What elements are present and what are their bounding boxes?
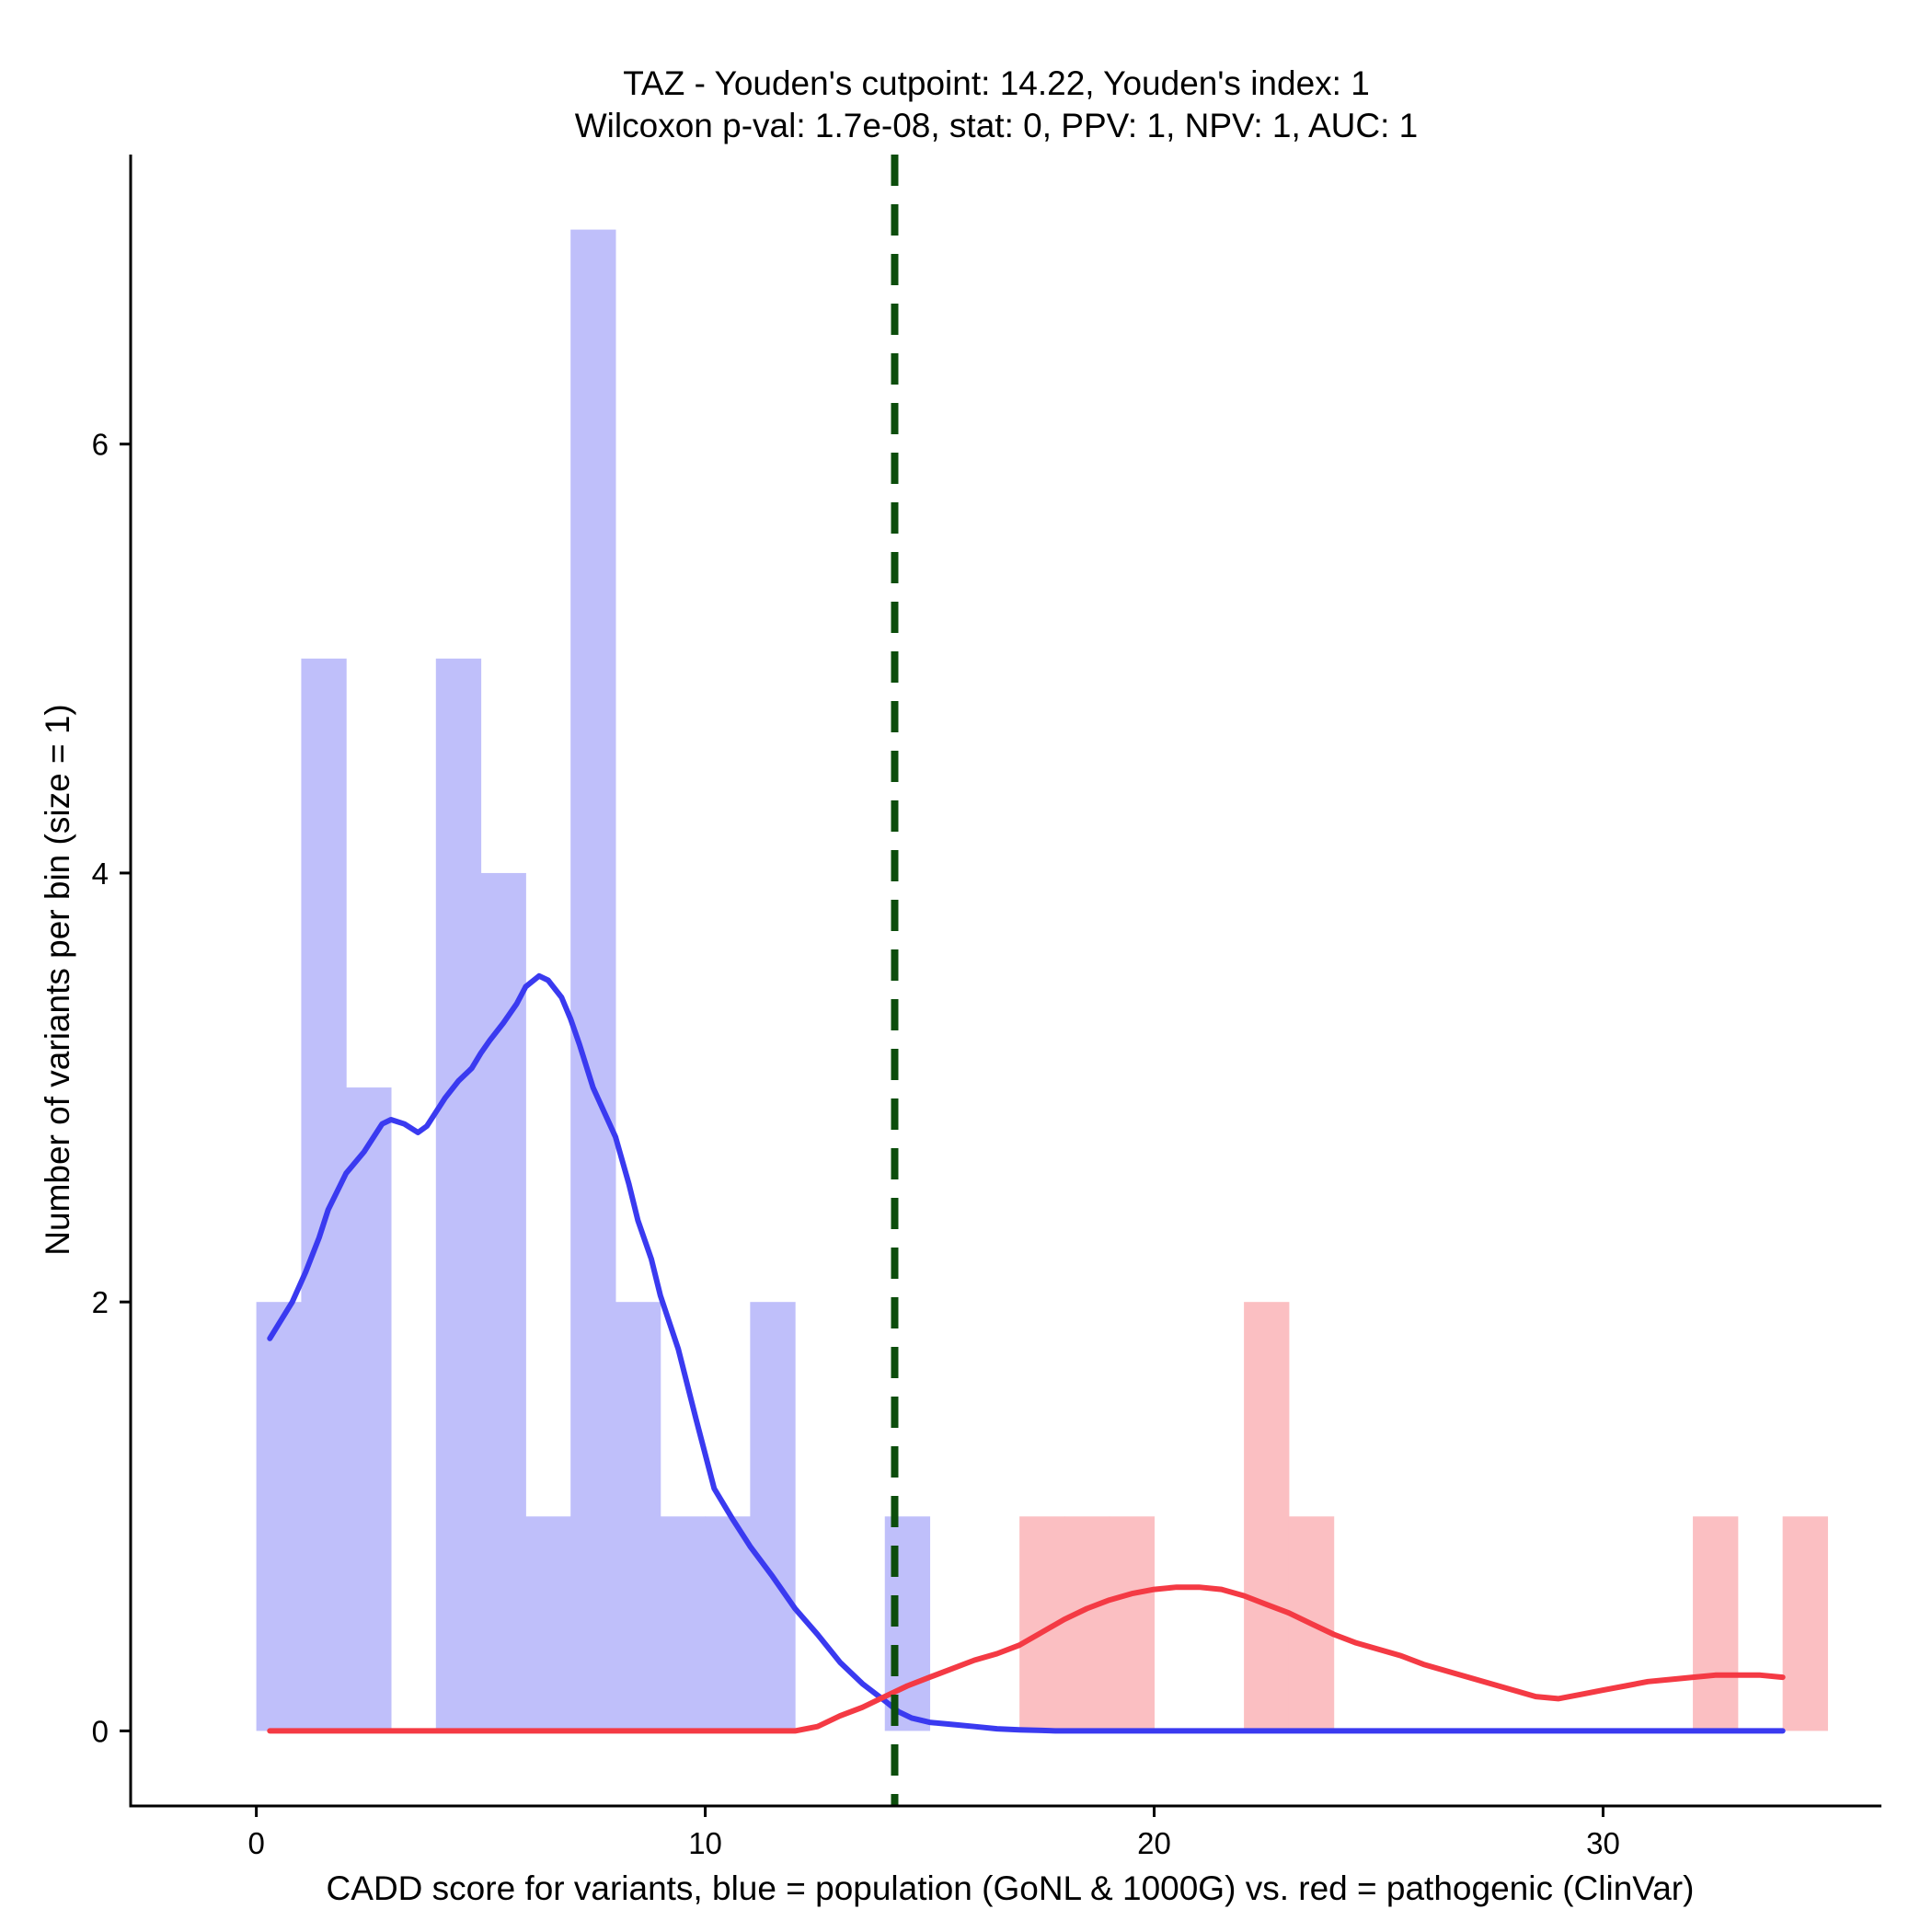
population-density-line <box>267 972 1786 1734</box>
population-bar <box>570 229 616 1731</box>
y-tick-label: 0 <box>92 1714 109 1748</box>
population-bar <box>346 1087 392 1731</box>
population-bar <box>256 1302 302 1731</box>
chart-title: TAZ - Youden's cutpoint: 14.22, Youden's… <box>623 64 1370 102</box>
population-bar <box>660 1516 707 1731</box>
chart-title-group: TAZ - Youden's cutpoint: 14.22, Youden's… <box>575 64 1419 144</box>
y-tick-label: 6 <box>92 428 109 462</box>
y-axis-label: Number of variants per bin (size = 1) <box>39 704 76 1255</box>
population-histogram <box>256 229 931 1731</box>
population-bar <box>301 658 347 1731</box>
chart-subtitle: Wilcoxon p-val: 1.7e-08, stat: 0, PPV: 1… <box>575 107 1419 144</box>
population-bar <box>435 658 482 1731</box>
pathogenic-bar <box>1064 1516 1110 1731</box>
pathogenic-bar <box>1693 1516 1739 1731</box>
population-bar <box>615 1302 661 1731</box>
y-tick-label: 2 <box>92 1285 109 1319</box>
x-tick-label: 10 <box>688 1826 722 1860</box>
x-axis-ticks: 0 10 20 30 <box>247 1806 1620 1860</box>
x-axis-label: CADD score for variants, blue = populati… <box>327 1869 1695 1907</box>
pathogenic-density-line <box>267 1584 1786 1734</box>
population-bar <box>480 872 526 1731</box>
pathogenic-bar <box>1109 1516 1156 1731</box>
x-tick-label: 0 <box>247 1826 264 1860</box>
axes <box>129 155 1881 1808</box>
y-axis-ticks: 0 2 4 6 <box>92 428 131 1748</box>
x-tick-label: 20 <box>1137 1826 1171 1860</box>
population-bar <box>750 1302 796 1731</box>
pathogenic-bar <box>1782 1516 1828 1731</box>
x-tick-label: 30 <box>1586 1826 1620 1860</box>
density-curves <box>267 972 1786 1734</box>
pathogenic-histogram <box>1019 1302 1828 1731</box>
population-bar <box>525 1516 571 1731</box>
pathogenic-bar <box>1244 1302 1290 1731</box>
population-bar <box>705 1516 751 1731</box>
y-tick-label: 4 <box>92 857 109 891</box>
